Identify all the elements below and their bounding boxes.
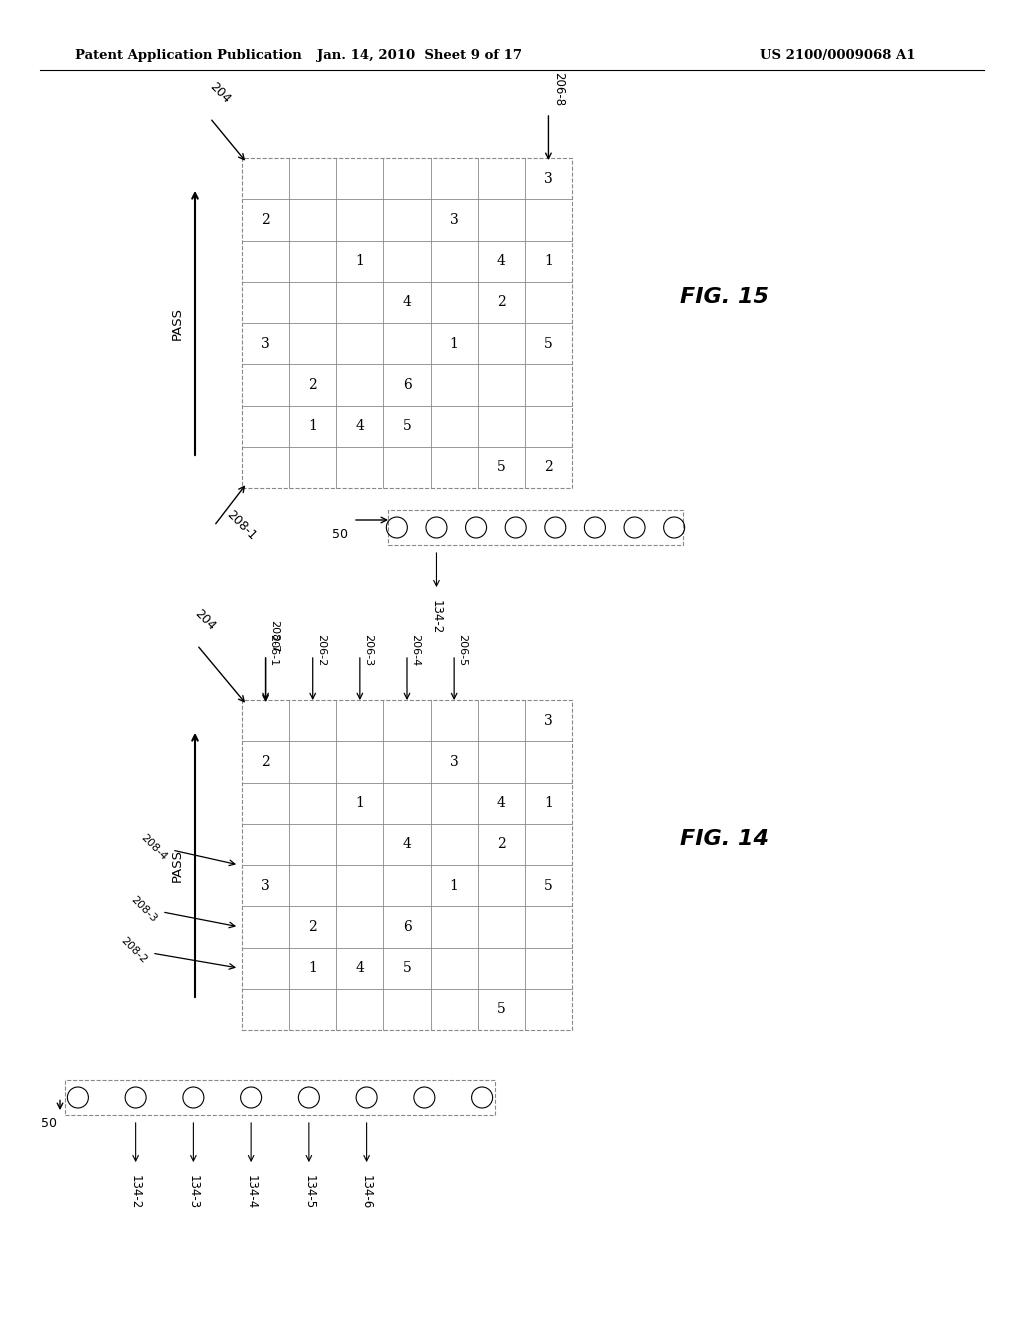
Text: 4: 4 — [355, 961, 365, 975]
Text: 2: 2 — [497, 837, 506, 851]
Text: 2: 2 — [308, 378, 317, 392]
Text: 134-5: 134-5 — [302, 1175, 315, 1209]
Text: FIG. 14: FIG. 14 — [680, 829, 769, 849]
Text: 5: 5 — [497, 1002, 506, 1016]
Text: 4: 4 — [402, 837, 412, 851]
Text: 2: 2 — [544, 461, 553, 474]
Text: Patent Application Publication: Patent Application Publication — [75, 49, 302, 62]
Text: 5: 5 — [544, 337, 553, 351]
Text: 2: 2 — [261, 755, 270, 768]
Text: 5: 5 — [544, 879, 553, 892]
Text: 4: 4 — [497, 796, 506, 810]
Text: 1: 1 — [355, 255, 365, 268]
Text: 6: 6 — [402, 378, 412, 392]
Text: 206-8: 206-8 — [552, 71, 565, 106]
Text: 50: 50 — [41, 1117, 57, 1130]
Text: 204: 204 — [193, 607, 218, 634]
Text: 1: 1 — [450, 879, 459, 892]
Text: 50: 50 — [332, 528, 348, 541]
Text: FIG. 15: FIG. 15 — [680, 286, 769, 306]
Text: 4: 4 — [355, 420, 365, 433]
Text: 206-4: 206-4 — [410, 634, 420, 667]
Text: 3: 3 — [544, 714, 553, 727]
Text: 5: 5 — [497, 461, 506, 474]
Text: 208-7: 208-7 — [269, 619, 280, 652]
Bar — [242, 700, 572, 1030]
Text: 2: 2 — [261, 213, 270, 227]
Text: US 2100/0009068 A1: US 2100/0009068 A1 — [760, 49, 915, 62]
Text: 3: 3 — [450, 213, 459, 227]
Bar — [65, 1080, 495, 1115]
Text: 5: 5 — [402, 420, 412, 433]
Text: 208-3: 208-3 — [129, 894, 159, 924]
Text: 134-2: 134-2 — [430, 601, 443, 634]
Text: 3: 3 — [450, 755, 459, 768]
Text: Jan. 14, 2010  Sheet 9 of 17: Jan. 14, 2010 Sheet 9 of 17 — [317, 49, 522, 62]
Text: 134-4: 134-4 — [245, 1175, 258, 1209]
Text: 206-3: 206-3 — [362, 634, 373, 667]
Text: 134-2: 134-2 — [129, 1175, 142, 1209]
Text: 4: 4 — [497, 255, 506, 268]
Text: 1: 1 — [355, 796, 365, 810]
Text: 1: 1 — [450, 337, 459, 351]
Text: 206-1: 206-1 — [268, 634, 279, 667]
Text: 1: 1 — [308, 961, 317, 975]
Text: 2: 2 — [308, 920, 317, 933]
Text: PASS: PASS — [171, 849, 183, 882]
Text: 134-3: 134-3 — [187, 1175, 200, 1209]
Text: 208-1: 208-1 — [224, 508, 259, 543]
Text: 208-4: 208-4 — [139, 832, 169, 862]
Text: 1: 1 — [544, 796, 553, 810]
Text: 1: 1 — [544, 255, 553, 268]
Text: 2: 2 — [497, 296, 506, 309]
Text: 6: 6 — [402, 920, 412, 933]
Text: PASS: PASS — [171, 306, 183, 339]
Text: 206-2: 206-2 — [315, 634, 326, 667]
Text: 3: 3 — [261, 879, 270, 892]
Text: 4: 4 — [402, 296, 412, 309]
Text: 1: 1 — [308, 420, 317, 433]
Text: 134-6: 134-6 — [360, 1175, 373, 1209]
Text: 208-2: 208-2 — [119, 935, 150, 965]
Text: 5: 5 — [402, 961, 412, 975]
Text: 3: 3 — [261, 337, 270, 351]
Bar — [388, 510, 683, 545]
Text: 206-5: 206-5 — [457, 634, 467, 667]
Text: 3: 3 — [544, 172, 553, 186]
Text: 204: 204 — [207, 81, 233, 106]
Bar — [242, 158, 572, 488]
